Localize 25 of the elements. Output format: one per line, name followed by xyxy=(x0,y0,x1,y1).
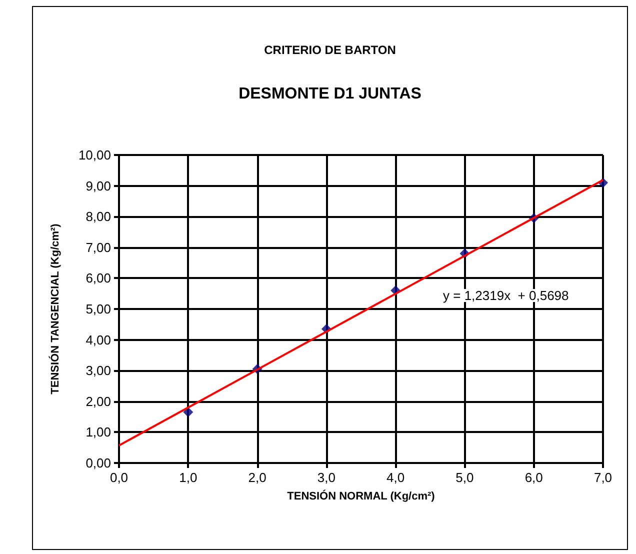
y-tick-label: 10,00 xyxy=(78,148,111,162)
x-axis-title: TENSIÓN NORMAL (Kg/cm²) xyxy=(287,490,436,502)
chart-title: CRITERIO DE BARTON xyxy=(264,43,396,57)
y-axis-title: TENSIÓN TANGENCIAL (Kg/cm²) xyxy=(48,223,62,394)
y-tick-label: 0,00 xyxy=(86,456,111,470)
x-tick-label: 2,0 xyxy=(248,470,266,485)
chart-subtitle: DESMONTE D1 JUNTAS xyxy=(238,86,422,102)
y-tick-label: 4,00 xyxy=(86,332,111,348)
y-tick-label: 5,00 xyxy=(86,302,111,316)
y-tick-label: 7,00 xyxy=(86,240,111,255)
annotation: y = 1,2319x + 0,5698 xyxy=(443,288,569,303)
x-tick-label: 5,0 xyxy=(456,470,474,485)
x-tick-label: 3,0 xyxy=(317,470,336,485)
y-tick-label: 9,00 xyxy=(86,178,111,194)
y-tick-label: 8,00 xyxy=(86,209,111,224)
y-tick-label: 1,00 xyxy=(86,424,111,440)
x-tick-label: 0,0 xyxy=(110,470,128,485)
x-tick-label: 1,0 xyxy=(179,470,198,485)
y-tick-label: 3,00 xyxy=(86,363,111,378)
x-tick-label: 4,0 xyxy=(386,470,405,485)
y-tick-label: 2,00 xyxy=(86,394,111,409)
x-tick-label: 6,0 xyxy=(524,470,543,485)
y-tick-label: 6,00 xyxy=(86,270,111,286)
x-tick-label: 7,0 xyxy=(594,470,612,485)
point xyxy=(183,407,194,418)
